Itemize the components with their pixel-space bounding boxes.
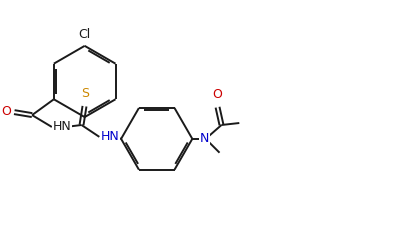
Text: O: O <box>213 88 222 101</box>
Text: Cl: Cl <box>79 28 91 41</box>
Text: HN: HN <box>100 130 119 143</box>
Text: S: S <box>81 87 90 100</box>
Text: N: N <box>200 132 209 145</box>
Text: Cl: Cl <box>79 28 91 41</box>
Text: O: O <box>2 105 11 118</box>
Text: HN: HN <box>53 121 72 133</box>
